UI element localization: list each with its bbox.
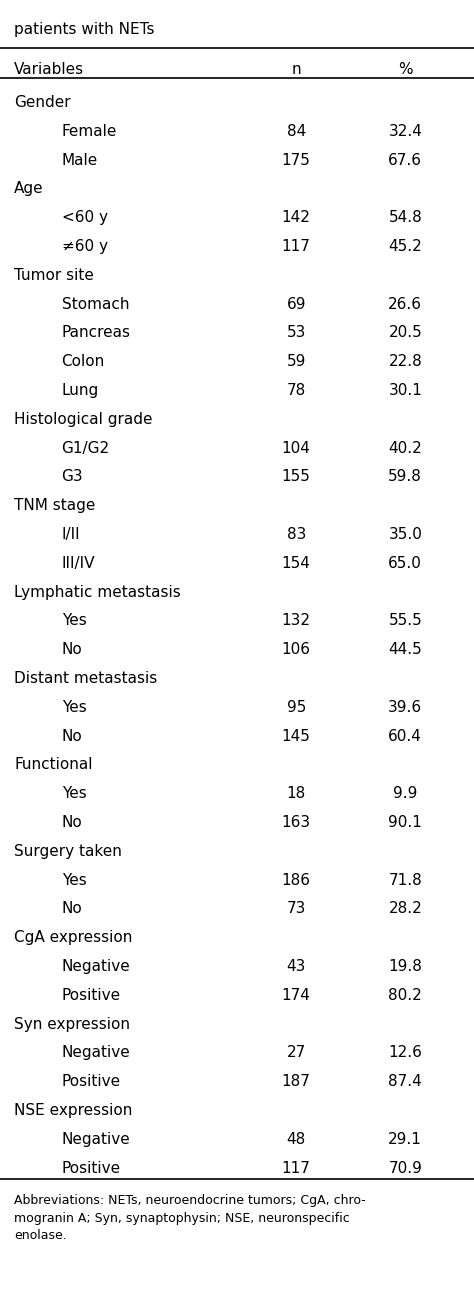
Text: 187: 187	[282, 1074, 310, 1089]
Text: 104: 104	[282, 440, 310, 456]
Text: 30.1: 30.1	[388, 383, 422, 398]
Text: Tumor site: Tumor site	[14, 267, 94, 283]
Text: 71.8: 71.8	[388, 872, 422, 888]
Text: No: No	[62, 728, 82, 744]
Text: ≠60 y: ≠60 y	[62, 238, 108, 254]
Text: 60.4: 60.4	[388, 728, 422, 744]
Text: TNM stage: TNM stage	[14, 498, 96, 514]
Text: Positive: Positive	[62, 1074, 121, 1089]
Text: Yes: Yes	[62, 613, 86, 629]
Text: 59: 59	[287, 354, 306, 369]
Text: Yes: Yes	[62, 786, 86, 802]
Text: 19.8: 19.8	[388, 959, 422, 975]
Text: Female: Female	[62, 124, 117, 139]
Text: I/II: I/II	[62, 527, 80, 542]
Text: 142: 142	[282, 210, 310, 225]
Text: 83: 83	[287, 527, 306, 542]
Text: 39.6: 39.6	[388, 700, 422, 715]
Text: 132: 132	[282, 613, 311, 629]
Text: Negative: Negative	[62, 1132, 130, 1146]
Text: 32.4: 32.4	[388, 124, 422, 139]
Text: 78: 78	[287, 383, 306, 398]
Text: No: No	[62, 642, 82, 658]
Text: G3: G3	[62, 469, 83, 485]
Text: 175: 175	[282, 152, 310, 168]
Text: 106: 106	[282, 642, 311, 658]
Text: Functional: Functional	[14, 757, 93, 773]
Text: Pancreas: Pancreas	[62, 325, 131, 341]
Text: No: No	[62, 815, 82, 831]
Text: No: No	[62, 901, 82, 917]
Text: 80.2: 80.2	[388, 988, 422, 1002]
Text: 12.6: 12.6	[388, 1045, 422, 1060]
Text: Male: Male	[62, 152, 98, 168]
Text: G1/G2: G1/G2	[62, 440, 110, 456]
Text: 73: 73	[287, 901, 306, 917]
Text: Yes: Yes	[62, 700, 86, 715]
Text: NSE expression: NSE expression	[14, 1103, 133, 1117]
Text: 67.6: 67.6	[388, 152, 422, 168]
Text: III/IV: III/IV	[62, 555, 95, 571]
Text: 84: 84	[287, 124, 306, 139]
Text: patients with NETs: patients with NETs	[14, 22, 155, 37]
Text: 35.0: 35.0	[388, 527, 422, 542]
Text: 29.1: 29.1	[388, 1132, 422, 1146]
Text: 20.5: 20.5	[388, 325, 422, 341]
Text: 154: 154	[282, 555, 310, 571]
Text: 44.5: 44.5	[388, 642, 422, 658]
Text: 53: 53	[287, 325, 306, 341]
Text: 117: 117	[282, 238, 310, 254]
Text: 22.8: 22.8	[388, 354, 422, 369]
Text: %: %	[398, 62, 412, 77]
Text: 69: 69	[286, 296, 306, 312]
Text: 90.1: 90.1	[388, 815, 422, 831]
Text: Stomach: Stomach	[62, 296, 129, 312]
Text: 27: 27	[287, 1045, 306, 1060]
Text: Positive: Positive	[62, 988, 121, 1002]
Text: 40.2: 40.2	[388, 440, 422, 456]
Text: Gender: Gender	[14, 96, 71, 110]
Text: 9.9: 9.9	[393, 786, 418, 802]
Text: 174: 174	[282, 988, 310, 1002]
Text: 65.0: 65.0	[388, 555, 422, 571]
Text: 48: 48	[287, 1132, 306, 1146]
Text: Histological grade: Histological grade	[14, 411, 153, 427]
Text: 155: 155	[282, 469, 310, 485]
Text: 18: 18	[287, 786, 306, 802]
Text: Abbreviations: NETs, neuroendocrine tumors; CgA, chro-
mogranin A; Syn, synaptop: Abbreviations: NETs, neuroendocrine tumo…	[14, 1195, 366, 1242]
Text: <60 y: <60 y	[62, 210, 108, 225]
Text: Syn expression: Syn expression	[14, 1017, 130, 1031]
Text: CgA expression: CgA expression	[14, 930, 133, 946]
Text: 70.9: 70.9	[388, 1161, 422, 1175]
Text: 26.6: 26.6	[388, 296, 422, 312]
Text: 87.4: 87.4	[388, 1074, 422, 1089]
Text: 163: 163	[282, 815, 311, 831]
Text: 28.2: 28.2	[388, 901, 422, 917]
Text: Yes: Yes	[62, 872, 86, 888]
Text: n: n	[292, 62, 301, 77]
Text: Surgery taken: Surgery taken	[14, 844, 122, 859]
Text: Positive: Positive	[62, 1161, 121, 1175]
Text: 117: 117	[282, 1161, 310, 1175]
Text: Negative: Negative	[62, 959, 130, 975]
Text: 95: 95	[287, 700, 306, 715]
Text: 59.8: 59.8	[388, 469, 422, 485]
Text: Distant metastasis: Distant metastasis	[14, 671, 157, 686]
Text: Lymphatic metastasis: Lymphatic metastasis	[14, 584, 181, 600]
Text: 55.5: 55.5	[388, 613, 422, 629]
Text: Lung: Lung	[62, 383, 99, 398]
Text: 54.8: 54.8	[388, 210, 422, 225]
Text: Age: Age	[14, 181, 44, 196]
Text: 186: 186	[282, 872, 311, 888]
Text: 45.2: 45.2	[388, 238, 422, 254]
Text: Variables: Variables	[14, 62, 84, 77]
Text: Colon: Colon	[62, 354, 105, 369]
Text: 43: 43	[287, 959, 306, 975]
Text: 145: 145	[282, 728, 310, 744]
Text: Negative: Negative	[62, 1045, 130, 1060]
